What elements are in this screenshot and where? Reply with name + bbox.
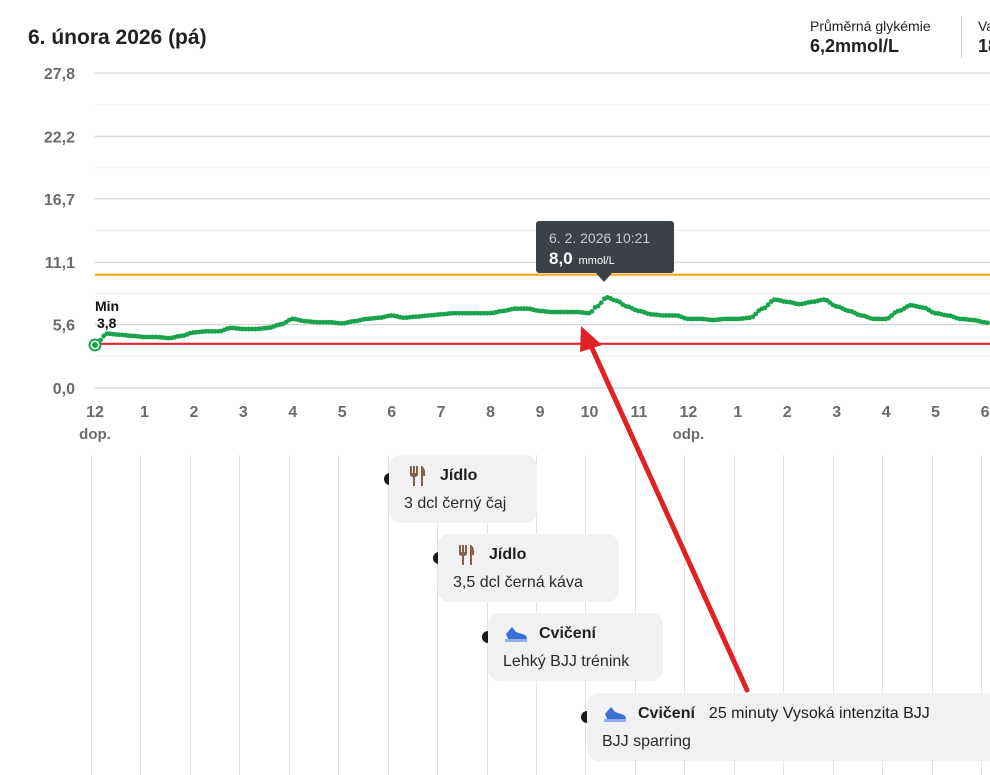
timeline-hour-line xyxy=(140,455,142,775)
x-tick-label: 12 xyxy=(86,404,104,421)
x-tick-label: 3 xyxy=(239,404,248,421)
glucose-point xyxy=(985,320,990,326)
timeline-hour-line xyxy=(189,455,191,775)
glucose-point xyxy=(595,303,601,309)
glucose-point xyxy=(753,311,759,317)
glucose-tooltip: 6. 2. 2026 10:21 8,0 mmol/L xyxy=(536,221,674,282)
y-tick-label: 16,7 xyxy=(44,192,75,209)
glucose-point xyxy=(589,309,595,314)
timeline-hour-line xyxy=(437,455,439,775)
timeline-hour-line xyxy=(882,455,884,775)
tooltip-unit: mmol/L xyxy=(578,255,615,267)
fork-knife-icon xyxy=(410,466,426,486)
x-tick-label: 11 xyxy=(630,404,647,421)
second-stat: Va 18 xyxy=(978,18,990,57)
x-tick-sublabel: dop. xyxy=(79,426,111,443)
event-type: Cvičení xyxy=(539,625,596,642)
event-type: Jídlo xyxy=(440,467,478,484)
x-tick-label: 6 xyxy=(981,404,990,421)
y-tick-label: 22,2 xyxy=(44,129,75,146)
sneaker-icon xyxy=(604,707,626,722)
timeline-hour-line xyxy=(239,455,241,775)
glucose-point xyxy=(750,314,756,320)
glucose-point xyxy=(762,305,768,311)
y-tick-label: 27,8 xyxy=(44,66,75,83)
y-tick-label: 11,1 xyxy=(45,255,75,272)
tooltip-datetime: 6. 2. 2026 10:21 xyxy=(549,230,651,246)
timeline-hour-line xyxy=(832,455,834,775)
x-tick-label: 5 xyxy=(338,404,347,421)
second-stat-label: Va xyxy=(978,18,990,34)
y-tick-label: 5,6 xyxy=(53,318,75,335)
sneaker-icon xyxy=(505,627,527,642)
x-tick-sublabel: odp. xyxy=(673,426,705,443)
tooltip-value-number: 8,0 xyxy=(549,249,573,268)
timeline-hour-line xyxy=(91,455,92,775)
event-description: 3 dcl černý čaj xyxy=(404,495,507,512)
fork-knife-icon xyxy=(459,545,475,565)
event-type: Cvičení xyxy=(638,705,695,722)
x-tick-label: 1 xyxy=(733,404,742,421)
y-tick-label: 0,0 xyxy=(53,381,75,398)
x-tick-label: 8 xyxy=(486,404,495,421)
event-card[interactable]: Cvičení 25 minuty Vysoká intenzita BJJ B… xyxy=(587,693,990,761)
event-type: Jídlo xyxy=(489,546,527,563)
stat-divider xyxy=(961,16,962,58)
event-description: BJJ sparring xyxy=(602,733,691,750)
tooltip-value: 8,0 mmol/L xyxy=(549,249,615,269)
min-marker-dot xyxy=(92,341,98,348)
x-tick-label: 4 xyxy=(288,404,297,421)
x-tick-label: 4 xyxy=(882,404,891,421)
min-marker-label: Min 3,8 xyxy=(95,298,119,332)
event-extra: 25 minuty Vysoká intenzita BJJ xyxy=(708,705,930,722)
avg-glucose-stat: Průměrná glykémie 6,2mmol/L xyxy=(810,18,931,57)
event-description: 3,5 dcl černá káva xyxy=(453,574,583,591)
x-tick-label: 6 xyxy=(387,404,396,421)
x-tick-label: 10 xyxy=(581,404,599,421)
second-stat-value: 18 xyxy=(978,36,990,56)
avg-glucose-label: Průměrná glykémie xyxy=(810,18,931,34)
x-tick-label: 3 xyxy=(832,404,841,421)
glucose-point xyxy=(598,300,604,306)
x-tick-label: 9 xyxy=(536,404,545,421)
page-title: 6. února 2026 (pá) xyxy=(28,26,207,49)
x-tick-label: 12 xyxy=(679,404,697,421)
x-tick-label: 5 xyxy=(931,404,940,421)
x-tick-label: 7 xyxy=(437,404,446,421)
avg-glucose-value: 6,2mmol/L xyxy=(810,36,900,56)
x-tick-label: 2 xyxy=(189,404,198,421)
timeline-hour-line xyxy=(387,455,389,775)
event-card[interactable]: Jídlo 3,5 dcl černá káva xyxy=(438,534,619,602)
timeline-hour-line xyxy=(931,455,933,775)
x-tick-label: 1 xyxy=(140,404,149,421)
timeline-hour-line xyxy=(981,455,983,775)
timeline-hour-line xyxy=(783,455,785,775)
x-tick-label: 2 xyxy=(783,404,792,421)
min-label-text: Min xyxy=(95,298,120,314)
event-card[interactable]: Cvičení Lehký BJJ trénink xyxy=(488,613,663,681)
timeline-hour-line xyxy=(338,455,340,775)
timeline-hour-line xyxy=(486,455,488,775)
glucose-point xyxy=(765,302,771,308)
event-card[interactable]: Jídlo 3 dcl černý čaj xyxy=(389,455,537,523)
glucose-point xyxy=(889,313,895,318)
timeline-hour-line xyxy=(288,455,290,775)
event-description: Lehký BJJ trénink xyxy=(503,653,630,670)
min-value-text: 3,8 xyxy=(97,315,117,331)
